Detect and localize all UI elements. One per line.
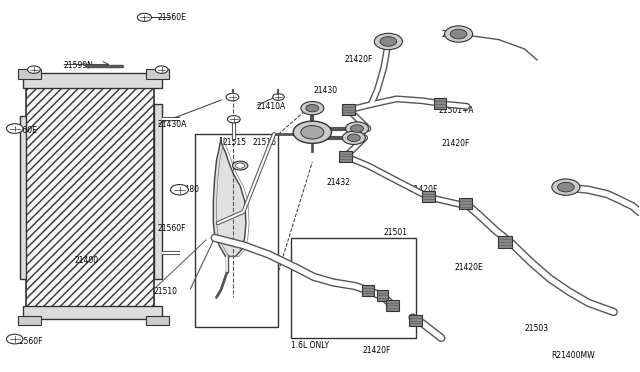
Circle shape [236,163,244,168]
Text: 21480: 21480 [175,185,199,194]
Text: 21410A: 21410A [256,102,285,111]
Bar [339,151,352,162]
Text: 21420F: 21420F [442,139,470,148]
Text: 21430A: 21430A [157,121,186,129]
Bar [410,315,422,326]
Polygon shape [213,138,246,256]
Text: 21510: 21510 [154,287,178,296]
Text: 21560E: 21560E [9,126,38,135]
Circle shape [552,179,580,195]
Circle shape [226,93,239,101]
Text: 21420E: 21420E [454,263,483,272]
Text: 21400: 21400 [74,256,99,264]
Text: 21560E: 21560E [157,13,186,22]
Text: 21420F: 21420F [346,310,374,318]
Text: 1.6L ONLY: 1.6L ONLY [291,341,330,350]
Bar [18,69,41,78]
Circle shape [293,121,332,143]
Circle shape [445,26,472,42]
Circle shape [346,122,369,135]
Bar [362,285,374,296]
Circle shape [348,134,360,141]
Text: 21515: 21515 [223,138,247,147]
Circle shape [351,125,364,132]
Bar [18,316,41,325]
Text: 21560F: 21560F [15,337,44,346]
Text: 21420F: 21420F [344,55,372,64]
Text: 21430: 21430 [314,86,338,95]
Circle shape [273,94,284,100]
Text: 21420F: 21420F [553,185,582,194]
Circle shape [232,161,248,170]
Circle shape [342,131,365,144]
Bar [498,235,512,247]
Text: 21420F: 21420F [363,346,391,355]
Text: 21560F: 21560F [157,224,186,233]
Text: 21599N: 21599N [63,61,93,70]
Circle shape [380,37,397,46]
Bar [146,316,169,325]
Circle shape [138,13,152,22]
Circle shape [557,182,574,192]
Bar [23,307,163,320]
Polygon shape [20,116,26,279]
Text: 21503: 21503 [524,324,548,333]
Text: 21503+A: 21503+A [296,285,332,294]
Bar [386,300,399,311]
Text: 21501: 21501 [384,228,408,237]
Circle shape [301,102,324,115]
Bar [342,104,355,115]
Circle shape [28,66,40,73]
Circle shape [171,185,188,195]
Bar [460,198,472,209]
Text: 21420F: 21420F [410,185,438,194]
Circle shape [156,66,168,73]
Circle shape [306,105,319,112]
Text: 21516: 21516 [253,138,277,147]
Circle shape [301,126,324,139]
Circle shape [374,33,403,49]
Text: 21432: 21432 [326,178,350,187]
Bar [422,191,435,202]
Bar [26,86,154,308]
Text: 21501+A: 21501+A [438,106,474,115]
Bar [195,134,278,327]
Bar [434,98,447,109]
Bar [26,86,154,308]
Circle shape [227,116,240,123]
Polygon shape [154,105,163,279]
Circle shape [6,334,23,344]
Text: R21400MW: R21400MW [551,351,595,360]
Bar [146,69,169,78]
Text: 21420F: 21420F [442,29,470,39]
Bar [291,238,416,338]
Text: 21512: 21512 [390,265,414,274]
Bar [377,290,388,301]
Circle shape [6,124,23,134]
Circle shape [451,29,467,39]
Bar [23,73,163,88]
